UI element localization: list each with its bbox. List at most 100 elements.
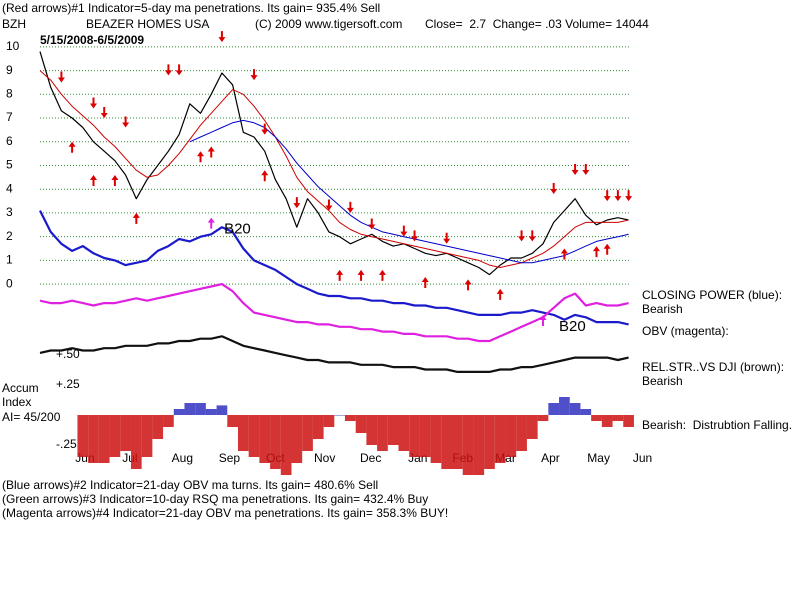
signal-arrow: [464, 279, 472, 291]
accum-bar: [323, 415, 335, 427]
signal-arrow: [582, 163, 590, 175]
y-tick-label: 8: [6, 86, 13, 100]
signal-arrow: [571, 163, 579, 175]
accum-bar: [601, 415, 613, 427]
company: BEAZER HOMES USA: [86, 17, 209, 31]
signal-arrow: [368, 218, 376, 230]
y-tick-label: 7: [6, 110, 13, 124]
accum-bar: [580, 409, 592, 415]
signal-arrow: [197, 151, 205, 163]
y-tick-label: 6: [6, 134, 13, 148]
y-tick-label: 4: [6, 181, 13, 195]
x-tick-label: Sep: [219, 451, 241, 465]
signal-arrow: [421, 276, 429, 288]
signal-arrow: [539, 314, 547, 326]
accum-bar: [302, 415, 313, 451]
x-tick-label: Nov: [314, 451, 335, 465]
y-tick-label: +.25: [56, 377, 80, 391]
copyright: (C) 2009 www.tigersoft.com: [255, 17, 402, 31]
y-tick-label: -.25: [56, 437, 77, 451]
y-tick-label: 10: [6, 39, 20, 53]
accum-bar: [280, 415, 292, 475]
x-tick-label: Apr: [541, 451, 560, 465]
series-line: [39, 210, 629, 326]
x-tick-label: Aug: [172, 451, 193, 465]
y-tick-label: 1: [6, 253, 13, 267]
signal-arrow: [592, 246, 600, 258]
side-label: OBV (magenta):: [642, 324, 729, 338]
accum-bar: [569, 403, 581, 415]
accum-bar: [237, 415, 249, 451]
signal-arrow: [175, 64, 183, 76]
accum-bar: [505, 415, 517, 457]
signal-arrow: [336, 269, 344, 281]
accum-bar: [366, 415, 378, 445]
accum-bar: [248, 415, 260, 457]
signal-arrow: [614, 190, 622, 202]
accum-bar: [184, 403, 196, 415]
signal-arrow: [496, 288, 504, 300]
accum-bar: [430, 415, 442, 463]
accum-bar: [77, 415, 89, 457]
accum-bar: [141, 415, 153, 457]
series-line: [39, 51, 629, 276]
signal-arrow: [100, 107, 108, 119]
accum-bar: [398, 415, 410, 451]
accum-title: Index: [2, 395, 31, 409]
accum-bar: [205, 409, 217, 415]
signal-arrow: [250, 69, 258, 81]
y-tick-label: 2: [6, 229, 13, 243]
signal-arrow: [261, 123, 269, 135]
y-tick-label: 5: [6, 158, 13, 172]
accum-bar: [559, 397, 570, 415]
side-label: Bearish: Distrubtion Falling.: [642, 418, 792, 432]
x-tick-label: May: [587, 451, 610, 465]
signal-arrow: [325, 199, 333, 211]
y-tick-label: +.50: [56, 347, 80, 361]
accum-ai: AI= 45/200: [2, 410, 61, 424]
accum-bar: [88, 415, 99, 463]
signal-arrow: [261, 170, 269, 182]
footer-line: (Green arrows)#3 Indicator=10-day RSQ ma…: [2, 492, 428, 506]
accum-bar: [334, 415, 345, 416]
accum-bar: [195, 403, 206, 415]
x-tick-label: Dec: [360, 451, 381, 465]
footer-line: (Magenta arrows)#4 Indicator=21-day OBV …: [2, 506, 448, 520]
accum-bar: [419, 415, 431, 457]
accum-bar: [259, 415, 271, 463]
side-label: REL.STR..VS DJI (brown):: [642, 360, 784, 374]
signal-arrow: [357, 269, 365, 281]
date-range: 5/15/2008-6/5/2009: [40, 33, 144, 47]
signal-arrow: [218, 31, 226, 43]
accum-bar: [484, 415, 495, 469]
accum-bar: [163, 415, 174, 427]
accum-bar: [473, 415, 485, 475]
signal-arrow: [207, 146, 215, 158]
y-tick-label: 0: [6, 276, 13, 290]
accum-bar: [109, 415, 121, 457]
accum-bar: [291, 415, 303, 463]
accum-title: Accum: [2, 381, 39, 395]
signal-arrow: [57, 71, 65, 83]
accum-bar: [526, 415, 538, 439]
accum-bar: [516, 415, 527, 451]
accum-bar: [355, 415, 367, 433]
signal-arrow: [443, 232, 451, 244]
series-line: [39, 283, 629, 343]
signal-arrow: [111, 174, 119, 186]
signal-arrow: [550, 182, 558, 194]
y-tick-label: 3: [6, 205, 13, 219]
signal-arrow: [90, 97, 98, 109]
accum-bar: [623, 415, 634, 427]
signal-arrow: [346, 201, 354, 213]
signal-arrow: [560, 248, 568, 260]
accum-bar: [130, 415, 142, 469]
signal-arrow: [164, 64, 172, 76]
signal-arrow: [625, 190, 633, 202]
ticker: BZH: [2, 17, 26, 31]
accum-bar: [591, 415, 602, 421]
signal-arrow: [400, 225, 408, 237]
signal-arrow: [207, 217, 215, 229]
accum-bar: [409, 415, 420, 457]
